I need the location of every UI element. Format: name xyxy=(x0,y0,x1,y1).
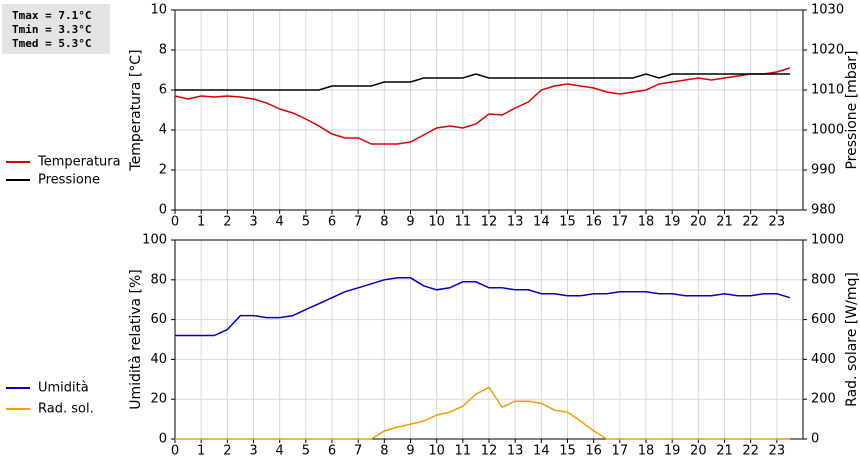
x-tick-label: 1 xyxy=(197,215,205,230)
x-tick-label: 13 xyxy=(507,215,524,230)
x-tick-label: 22 xyxy=(742,215,759,230)
x-tick-label: 14 xyxy=(533,215,550,230)
x-tick-label: 5 xyxy=(302,444,310,459)
y-tick-label: 0 xyxy=(159,432,167,447)
plot-frame xyxy=(174,239,804,440)
y-tick-label: 0 xyxy=(159,203,167,218)
x-tick-label: 12 xyxy=(481,444,498,459)
y2-tick-label: 800 xyxy=(811,272,836,287)
x-tick-label: 19 xyxy=(664,215,681,230)
x-tick-label: 8 xyxy=(380,444,388,459)
y2-axis-title: Pressione [mbar] xyxy=(844,50,860,169)
legend-label: Pressione xyxy=(38,173,100,188)
y2-tick-label: 200 xyxy=(811,392,836,407)
x-tick-label: 4 xyxy=(276,444,284,459)
y-axis-title: Umidità relativa [%] xyxy=(128,269,144,410)
x-tick-label: 15 xyxy=(559,215,576,230)
x-tick-label: 14 xyxy=(533,444,550,459)
series-line xyxy=(175,386,790,440)
x-tick-label: 8 xyxy=(380,215,388,230)
y2-tick-label: 400 xyxy=(811,352,836,367)
x-tick-label: 20 xyxy=(690,215,707,230)
y-tick-label: 8 xyxy=(159,43,167,58)
y-tick-label: 10 xyxy=(150,3,167,18)
x-tick-label: 21 xyxy=(716,444,733,459)
x-tick-label: 6 xyxy=(328,444,336,459)
legend-label: Rad. sol. xyxy=(38,402,94,417)
y-tick-label: 20 xyxy=(150,392,167,407)
y2-tick-label: 990 xyxy=(811,163,836,178)
x-tick-label: 1 xyxy=(197,444,205,459)
x-tick-label: 9 xyxy=(406,215,414,230)
x-tick-label: 3 xyxy=(249,215,257,230)
x-tick-label: 16 xyxy=(585,444,602,459)
y-tick-label: 4 xyxy=(159,123,167,138)
legend-label: Temperatura xyxy=(37,155,121,170)
series-line xyxy=(175,73,790,91)
y-tick-label: 6 xyxy=(159,83,167,98)
y2-tick-label: 1000 xyxy=(811,123,844,138)
plot-frame xyxy=(174,9,804,211)
series-line xyxy=(174,67,791,145)
x-tick-label: 22 xyxy=(742,444,759,459)
x-tick-label: 15 xyxy=(559,444,576,459)
x-tick-label: 16 xyxy=(585,215,602,230)
stat: Tmin = 3.3°C xyxy=(12,23,91,36)
x-tick-label: 11 xyxy=(455,215,472,230)
x-tick-label: 0 xyxy=(171,215,179,230)
x-tick-label: 17 xyxy=(612,215,629,230)
stats-box xyxy=(2,4,110,54)
x-tick-label: 18 xyxy=(638,215,655,230)
y2-axis-title: Rad. solare [W/mq] xyxy=(844,272,860,407)
y-tick-label: 80 xyxy=(150,272,167,287)
y-tick-label: 2 xyxy=(159,163,167,178)
y2-tick-label: 600 xyxy=(811,312,836,327)
x-tick-label: 10 xyxy=(428,215,445,230)
y2-tick-label: 1030 xyxy=(811,3,844,18)
y2-tick-label: 1010 xyxy=(811,83,844,98)
x-tick-label: 4 xyxy=(276,215,284,230)
x-tick-label: 21 xyxy=(716,215,733,230)
x-tick-label: 10 xyxy=(428,444,445,459)
legend-label: Umidità xyxy=(38,381,89,396)
x-tick-label: 2 xyxy=(223,444,231,459)
y-tick-label: 100 xyxy=(142,233,167,248)
x-tick-label: 5 xyxy=(302,215,310,230)
stat: Tmed = 5.3°C xyxy=(12,37,91,50)
x-tick-label: 12 xyxy=(481,215,498,230)
y2-tick-label: 980 xyxy=(811,203,836,218)
y-tick-label: 40 xyxy=(150,352,167,367)
x-tick-label: 6 xyxy=(328,215,336,230)
x-tick-label: 13 xyxy=(507,444,524,459)
x-tick-label: 20 xyxy=(690,444,707,459)
x-tick-label: 3 xyxy=(249,444,257,459)
x-tick-label: 9 xyxy=(406,444,414,459)
x-tick-label: 11 xyxy=(455,444,472,459)
x-tick-label: 23 xyxy=(769,444,786,459)
stat: Tmax = 7.1°C xyxy=(12,9,91,22)
x-tick-label: 0 xyxy=(171,444,179,459)
y2-tick-label: 1020 xyxy=(811,43,844,58)
y-axis-title: Temperatura [°C] xyxy=(128,49,144,171)
y2-tick-label: 1000 xyxy=(811,233,844,248)
x-tick-label: 19 xyxy=(664,444,681,459)
x-tick-label: 23 xyxy=(769,215,786,230)
x-tick-label: 7 xyxy=(354,444,362,459)
x-tick-label: 7 xyxy=(354,215,362,230)
y-tick-label: 60 xyxy=(150,312,167,327)
x-tick-label: 17 xyxy=(612,444,629,459)
x-tick-label: 2 xyxy=(223,215,231,230)
x-tick-label: 18 xyxy=(638,444,655,459)
series-line xyxy=(175,277,791,337)
y2-tick-label: 0 xyxy=(811,432,819,447)
